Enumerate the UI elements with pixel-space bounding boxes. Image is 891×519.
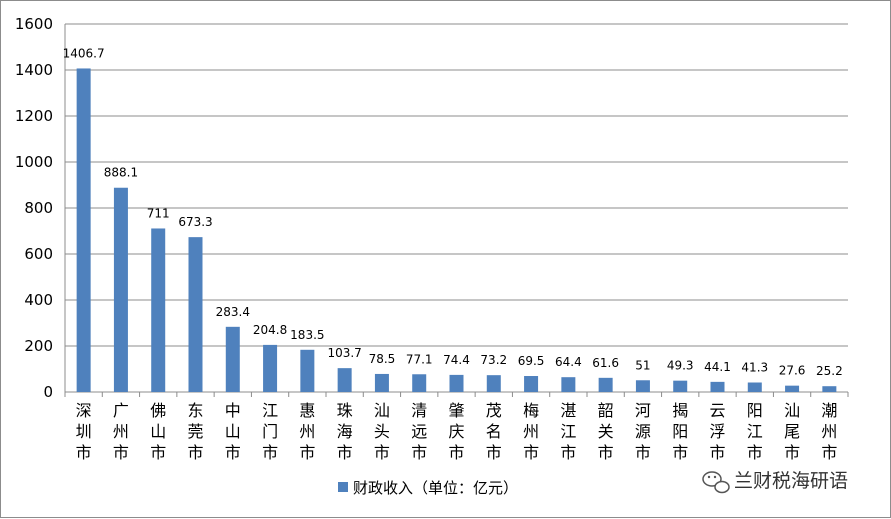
- legend-swatch: [338, 482, 348, 492]
- bar: [635, 380, 650, 392]
- gridlines: [65, 23, 848, 393]
- wechat-icon: [702, 471, 730, 494]
- data-label: 27.6: [779, 364, 806, 378]
- bar: [412, 374, 427, 392]
- data-label: 69.5: [518, 354, 545, 368]
- y-tick-label: 1600: [15, 15, 53, 33]
- category-label: 茂名市: [486, 401, 502, 462]
- bar: [524, 376, 539, 392]
- category-label: 深圳市: [76, 401, 92, 462]
- category-label: 梅州市: [523, 401, 539, 462]
- bar: [710, 381, 725, 392]
- y-axis: 0 200 400 600 800 1000 1200 1400 1600: [15, 15, 849, 401]
- category-label: 肇庆市: [448, 401, 464, 462]
- data-label: 183.5: [290, 328, 324, 342]
- category-label: 广州市: [113, 401, 129, 462]
- bar: [225, 326, 240, 392]
- bar: [449, 374, 464, 392]
- y-tick-label: 200: [24, 337, 53, 355]
- bar: [673, 380, 688, 392]
- data-label: 25.2: [816, 364, 843, 378]
- y-tick-label: 1200: [15, 107, 53, 125]
- data-label: 888.1: [104, 166, 138, 180]
- data-label: 49.3: [667, 359, 694, 373]
- watermark: 兰财税海研语: [702, 470, 848, 494]
- y-tick-label: 800: [24, 199, 53, 217]
- y-tick-label: 1400: [15, 61, 53, 79]
- data-label: 283.4: [216, 305, 250, 319]
- data-label: 204.8: [253, 323, 287, 337]
- category-label: 潮州市: [821, 401, 837, 462]
- bar: [785, 385, 800, 392]
- data-label: 1406.7: [63, 46, 105, 60]
- y-tick-label: 600: [24, 245, 53, 263]
- bar: [300, 349, 315, 392]
- category-label: 阳江市: [747, 401, 763, 462]
- bar: [113, 187, 128, 392]
- category-label: 东莞市: [187, 401, 203, 462]
- category-label: 湛江市: [560, 401, 576, 462]
- category-label: 揭阳市: [672, 401, 688, 462]
- data-label: 74.4: [443, 353, 470, 367]
- category-label: 河源市: [635, 401, 651, 462]
- y-tick-label: 1000: [15, 153, 53, 171]
- bar: [188, 237, 203, 392]
- category-label: 珠海市: [337, 401, 353, 462]
- bar: [76, 68, 91, 393]
- y-tick-label: 0: [43, 383, 53, 401]
- y-tick-label: 400: [24, 291, 53, 309]
- data-label: 64.4: [555, 355, 582, 369]
- bar: [486, 375, 501, 392]
- watermark-text: 兰财税海研语: [734, 470, 848, 492]
- data-label: 41.3: [741, 361, 768, 375]
- bar: [747, 382, 762, 392]
- category-label: 江门市: [262, 401, 278, 462]
- category-label: 惠州市: [299, 401, 315, 462]
- bar: [822, 386, 837, 392]
- category-label: 云浮市: [709, 401, 725, 462]
- data-label: 103.7: [327, 346, 361, 360]
- bar: [151, 228, 166, 392]
- category-label: 韶关市: [598, 401, 614, 462]
- bar: [598, 377, 613, 392]
- category-label: 汕头市: [374, 401, 390, 462]
- category-label: 佛山市: [150, 401, 166, 462]
- bar: [263, 344, 278, 392]
- data-label: 51: [635, 358, 650, 372]
- category-label: 汕尾市: [784, 401, 800, 462]
- data-label: 73.2: [480, 353, 507, 367]
- data-label: 711: [147, 206, 170, 220]
- data-label: 61.6: [592, 356, 619, 370]
- legend: 财政收入（单位：亿元）: [338, 479, 518, 497]
- bars: [76, 68, 837, 393]
- data-label: 673.3: [178, 215, 212, 229]
- bar: [337, 368, 352, 392]
- bar: [561, 377, 576, 392]
- data-label: 77.1: [406, 352, 433, 366]
- category-label: 清远市: [411, 401, 427, 462]
- data-label: 78.5: [369, 352, 396, 366]
- legend-label: 财政收入（单位：亿元）: [353, 479, 518, 497]
- category-label: 中山市: [225, 401, 241, 462]
- data-label: 44.1: [704, 360, 731, 374]
- category-labels: 深圳市 广州市 佛山市 东莞市 中山市 江门市 惠州市 珠海市 汕头市 清远市 肇庆市 茂名市 梅州市 湛…: [76, 401, 838, 462]
- bar: [374, 373, 389, 392]
